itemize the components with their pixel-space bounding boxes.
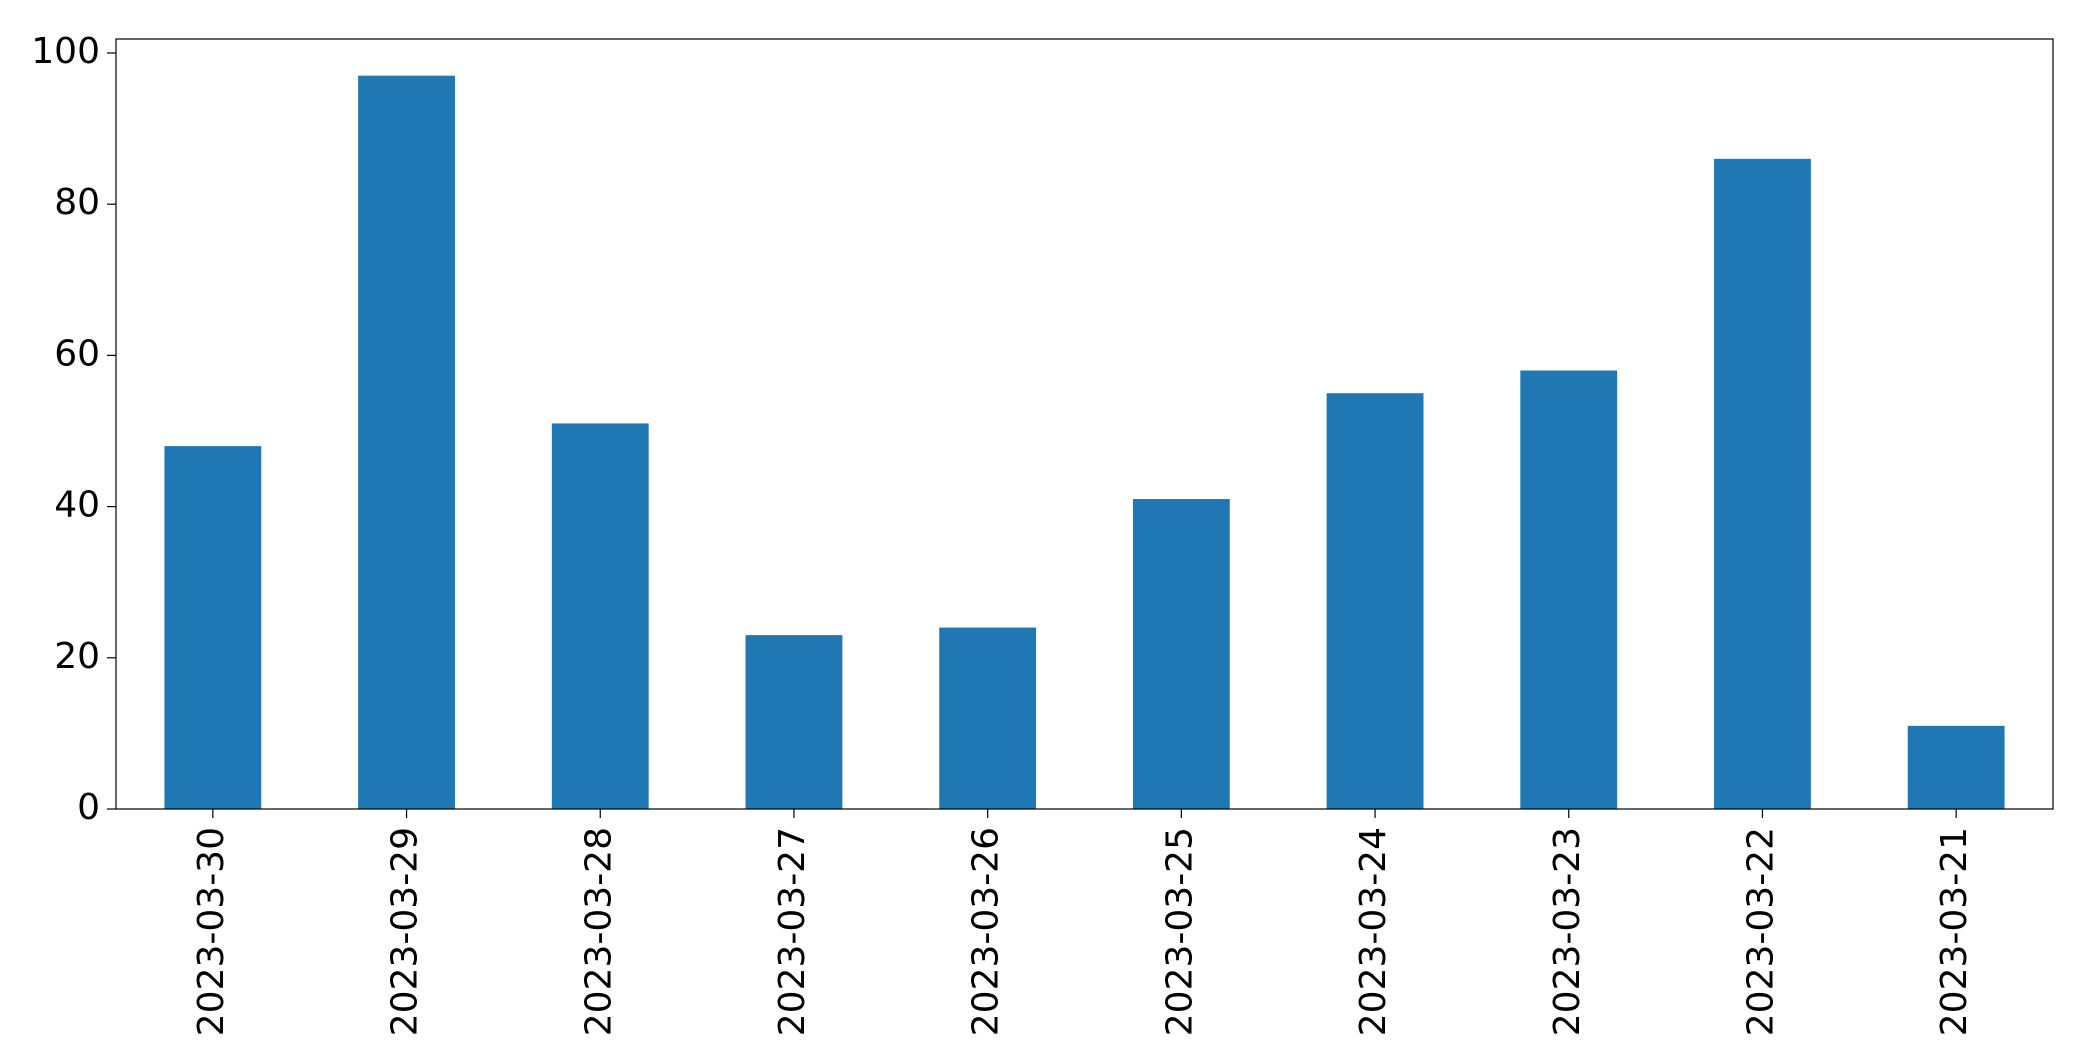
bar bbox=[358, 75, 455, 809]
bar bbox=[1326, 393, 1424, 809]
x-tick-label: 2023-03-28 bbox=[578, 827, 619, 1036]
bar bbox=[745, 635, 843, 809]
bar bbox=[1132, 499, 1230, 809]
x-tick-label: 2023-03-25 bbox=[1159, 827, 1200, 1036]
x-tick-label: 2023-03-23 bbox=[1547, 827, 1588, 1036]
bar bbox=[1714, 158, 1811, 809]
bar bbox=[164, 446, 262, 809]
x-tick-label: 2023-03-24 bbox=[1353, 827, 1394, 1036]
bar bbox=[1520, 370, 1618, 809]
y-tick-label: 80 bbox=[54, 182, 100, 223]
y-tick-label: 60 bbox=[54, 333, 100, 374]
x-tick-label: 2023-03-29 bbox=[385, 827, 426, 1036]
y-tick-label: 40 bbox=[54, 485, 100, 526]
bar bbox=[1907, 725, 2005, 809]
x-tick-label: 2023-03-21 bbox=[1934, 827, 1975, 1036]
y-tick-label: 0 bbox=[77, 787, 100, 828]
x-tick-label: 2023-03-26 bbox=[966, 827, 1007, 1036]
y-tick-label: 100 bbox=[31, 31, 100, 72]
x-tick-label: 2023-03-27 bbox=[772, 827, 813, 1036]
axes-frame bbox=[115, 38, 2054, 810]
bar bbox=[939, 627, 1037, 809]
bar bbox=[551, 423, 649, 809]
x-tick-label: 2023-03-30 bbox=[191, 827, 232, 1036]
x-tick-label: 2023-03-22 bbox=[1740, 827, 1781, 1036]
y-tick-label: 20 bbox=[54, 636, 100, 677]
